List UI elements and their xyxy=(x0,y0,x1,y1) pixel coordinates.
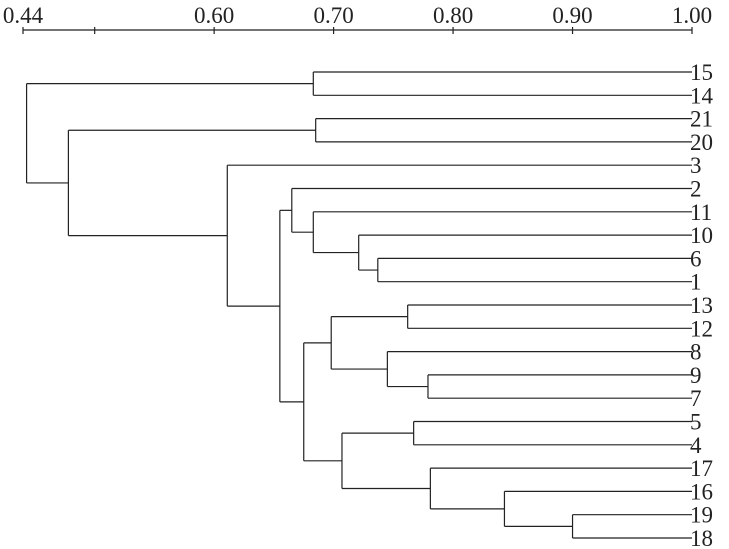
leaf-label: 11 xyxy=(690,200,712,225)
leaf-label: 21 xyxy=(690,107,713,132)
leaf-label: 18 xyxy=(690,526,713,549)
axis-tick-label: 0.44 xyxy=(3,3,44,28)
dendrogram-branches xyxy=(25,71,692,539)
leaf-label: 1 xyxy=(690,270,702,295)
leaf-label: 7 xyxy=(690,386,702,411)
leaf-label: 8 xyxy=(690,340,702,365)
axis-tick-label: 0.90 xyxy=(552,3,592,28)
leaf-label: 10 xyxy=(690,223,713,248)
leaf-label: 12 xyxy=(690,316,713,341)
leaf-label: 19 xyxy=(690,503,713,528)
leaf-label: 13 xyxy=(690,293,713,318)
leaf-label: 14 xyxy=(690,83,714,108)
leaf-label: 15 xyxy=(690,60,713,85)
axis-tick-label: 0.80 xyxy=(433,3,473,28)
leaf-label: 3 xyxy=(690,153,702,178)
leaf-label: 4 xyxy=(690,433,702,458)
leaf-label: 20 xyxy=(690,130,713,155)
leaf-label: 2 xyxy=(690,177,702,202)
leaf-label: 9 xyxy=(690,363,702,388)
axis-tick-label: 0.70 xyxy=(313,3,353,28)
similarity-axis: 0.44 0.60 0.70 0.80 0.90 1.00 xyxy=(3,3,712,34)
leaf-label: 17 xyxy=(690,456,713,481)
leaf-label: 16 xyxy=(690,479,713,504)
axis-tick-label: 0.60 xyxy=(194,3,234,28)
axis-tick-label: 1.00 xyxy=(672,3,712,28)
leaf-label: 6 xyxy=(690,246,702,271)
leaf-label: 5 xyxy=(690,410,702,435)
